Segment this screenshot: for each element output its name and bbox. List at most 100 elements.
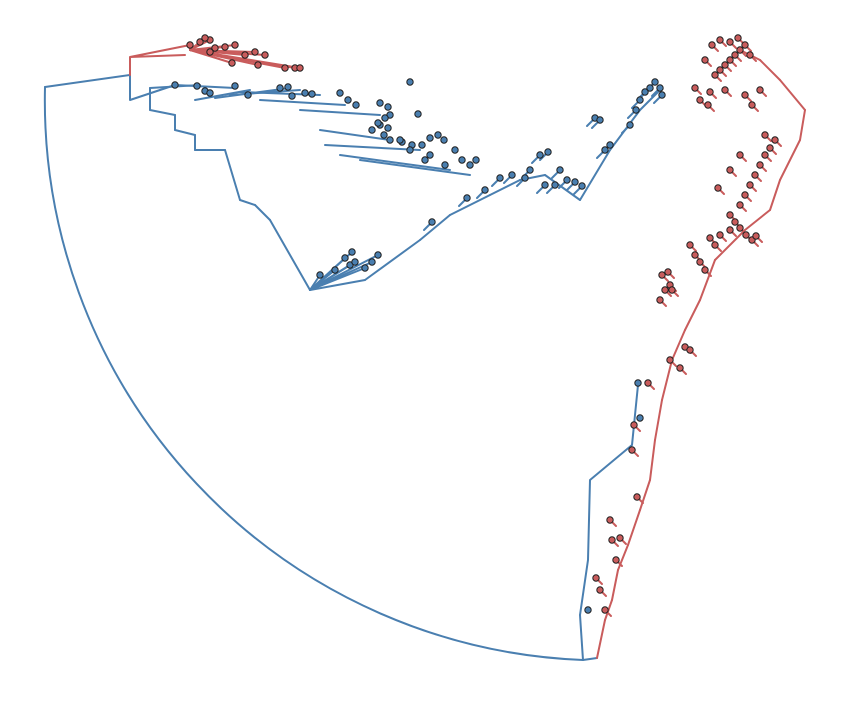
tip-blue-upper-28 bbox=[440, 136, 448, 144]
tip-blue-low-7 bbox=[368, 258, 376, 266]
tip-red-67 bbox=[711, 71, 719, 79]
tip-blue-upper-38 bbox=[368, 126, 376, 134]
tip-blue-mid-22 bbox=[641, 88, 649, 96]
tip-blue-mid-3 bbox=[496, 174, 504, 182]
tip-blue-low-8 bbox=[374, 251, 382, 259]
tip-blue-upper-36 bbox=[406, 146, 414, 154]
tip-blue-upper-6 bbox=[276, 84, 284, 92]
tip-red-3 bbox=[606, 516, 614, 524]
tip-blue-upper-39 bbox=[374, 119, 382, 127]
tip-red-top-9 bbox=[228, 59, 236, 67]
tip-blue-upper-12 bbox=[344, 96, 352, 104]
tip-red-19 bbox=[664, 268, 672, 276]
tip-red-49 bbox=[706, 88, 714, 96]
branch-blue-diag-9 bbox=[639, 89, 661, 111]
tip-red-34 bbox=[726, 211, 734, 219]
branch-blue-diag-3 bbox=[449, 194, 491, 216]
branch-blue-backbone-3 bbox=[174, 129, 196, 136]
tip-blue-low-4 bbox=[341, 254, 349, 262]
blue-clade-branches bbox=[43, 74, 663, 661]
tip-red-61 bbox=[708, 41, 716, 49]
branch-blue-diag-2 bbox=[419, 214, 451, 241]
branch-red-top-base bbox=[129, 44, 191, 76]
tip-blue-upper-27 bbox=[434, 131, 442, 139]
branch-blue-a bbox=[129, 74, 176, 101]
tip-red-56 bbox=[726, 56, 734, 64]
branch-blue-ray-1 bbox=[174, 84, 236, 89]
branch-red-back-9 bbox=[671, 329, 686, 361]
tip-blue-mid-10 bbox=[563, 176, 571, 184]
branch-blue-diag-4 bbox=[489, 179, 521, 196]
tip-red-top-7 bbox=[251, 48, 259, 56]
tip-red-15 bbox=[656, 296, 664, 304]
tip-blue-mid-21 bbox=[636, 96, 644, 104]
branch-red-back-10 bbox=[684, 299, 701, 331]
tip-red-25 bbox=[706, 234, 714, 242]
tip-blue-upper-9 bbox=[301, 89, 309, 97]
tip-red-top-10 bbox=[254, 61, 262, 69]
tip-red-63 bbox=[726, 38, 734, 46]
tip-red-66 bbox=[701, 56, 709, 64]
branch-red-back-18 bbox=[759, 59, 781, 81]
tip-red-10 bbox=[633, 493, 641, 501]
tip-red-top-6 bbox=[241, 51, 249, 59]
tip-blue-mid-16 bbox=[596, 116, 604, 124]
tip-blue-mid-5 bbox=[521, 174, 529, 182]
tip-red-26 bbox=[711, 241, 719, 249]
tip-red-top-15 bbox=[201, 34, 209, 42]
tip-blue-mid-12 bbox=[541, 181, 549, 189]
tip-red-16 bbox=[661, 286, 669, 294]
tip-blue-mid-23 bbox=[646, 84, 654, 92]
tip-blue-upper-30 bbox=[458, 156, 466, 164]
branch-blue-backbone-7 bbox=[239, 199, 256, 206]
tip-red-29 bbox=[731, 218, 739, 226]
tip-blue-upper-1 bbox=[193, 82, 201, 90]
tip-red-38 bbox=[751, 171, 759, 179]
tip-red-42 bbox=[771, 136, 779, 144]
tip-red-44 bbox=[736, 151, 744, 159]
tip-red-11 bbox=[666, 356, 674, 364]
tip-blue-upper-32 bbox=[472, 156, 480, 164]
tip-red-top-1 bbox=[196, 38, 204, 46]
branch-root-bottom bbox=[579, 614, 598, 661]
tip-red-54 bbox=[716, 66, 724, 74]
tip-red-62 bbox=[716, 36, 724, 44]
tip-red-7 bbox=[628, 446, 636, 454]
tip-red-18 bbox=[658, 271, 666, 279]
branch-blue-diag-7 bbox=[579, 149, 611, 201]
branch-red-back-13 bbox=[744, 209, 771, 231]
tip-blue-mid-7 bbox=[536, 151, 544, 159]
tip-blue-mid-20 bbox=[632, 106, 640, 114]
tip-blue-low-6 bbox=[361, 264, 369, 272]
branch-red-back-4 bbox=[627, 509, 641, 546]
tip-red-53 bbox=[756, 86, 764, 94]
branch-root-arc bbox=[43, 86, 584, 661]
branch-red-back-5 bbox=[639, 479, 651, 511]
tip-blue-low-5 bbox=[351, 258, 359, 266]
branch-blue-ray-9 bbox=[324, 144, 421, 151]
tip-red-top-4 bbox=[221, 43, 229, 51]
tip-blue-upper-35 bbox=[421, 156, 429, 164]
tip-red-top-13 bbox=[296, 64, 304, 72]
tip-blue-mid-25 bbox=[656, 84, 664, 92]
tip-blue-upper-34 bbox=[426, 151, 434, 159]
tip-red-41 bbox=[766, 144, 774, 152]
tip-red-47 bbox=[696, 96, 704, 104]
tip-blue-mid-11 bbox=[571, 178, 579, 186]
tip-blue-upper-8 bbox=[288, 92, 296, 100]
tip-red-top-11 bbox=[281, 64, 289, 72]
tip-red-24 bbox=[701, 266, 709, 274]
tip-red-1 bbox=[596, 586, 604, 594]
tip-blue-upper-31 bbox=[466, 161, 474, 169]
tip-red-top-8 bbox=[261, 51, 269, 59]
tip-red-64 bbox=[734, 34, 742, 42]
tip-blue-upper-40 bbox=[384, 124, 392, 132]
tip-blue-upper-25 bbox=[418, 141, 426, 149]
tip-red-37 bbox=[746, 181, 754, 189]
red-clade-branches bbox=[129, 37, 806, 659]
branch-blue-ray-11 bbox=[359, 159, 471, 176]
branch-blue-low-8 bbox=[309, 254, 379, 291]
tip-red-40 bbox=[761, 151, 769, 159]
tip-blue-upper-21 bbox=[380, 131, 388, 139]
